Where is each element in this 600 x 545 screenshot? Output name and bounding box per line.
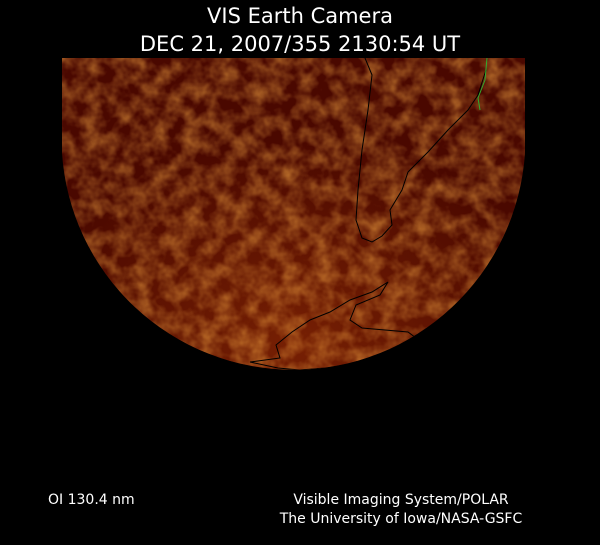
grid-line	[477, 58, 488, 111]
antarctica-coastline	[249, 281, 417, 370]
filter-wavelength-label: OI 130.4 nm	[48, 492, 135, 508]
image-title: VIS Earth Camera	[207, 4, 393, 28]
organization-credit: The University of Iowa/NASA-GSFC	[279, 511, 523, 527]
image-timestamp: DEC 21, 2007/355 2130:54 UT	[139, 32, 461, 56]
earth-disc	[62, 58, 525, 370]
instrument-credit: Visible Imaging System/POLAR	[293, 492, 509, 508]
south-america-coastline	[355, 58, 487, 243]
